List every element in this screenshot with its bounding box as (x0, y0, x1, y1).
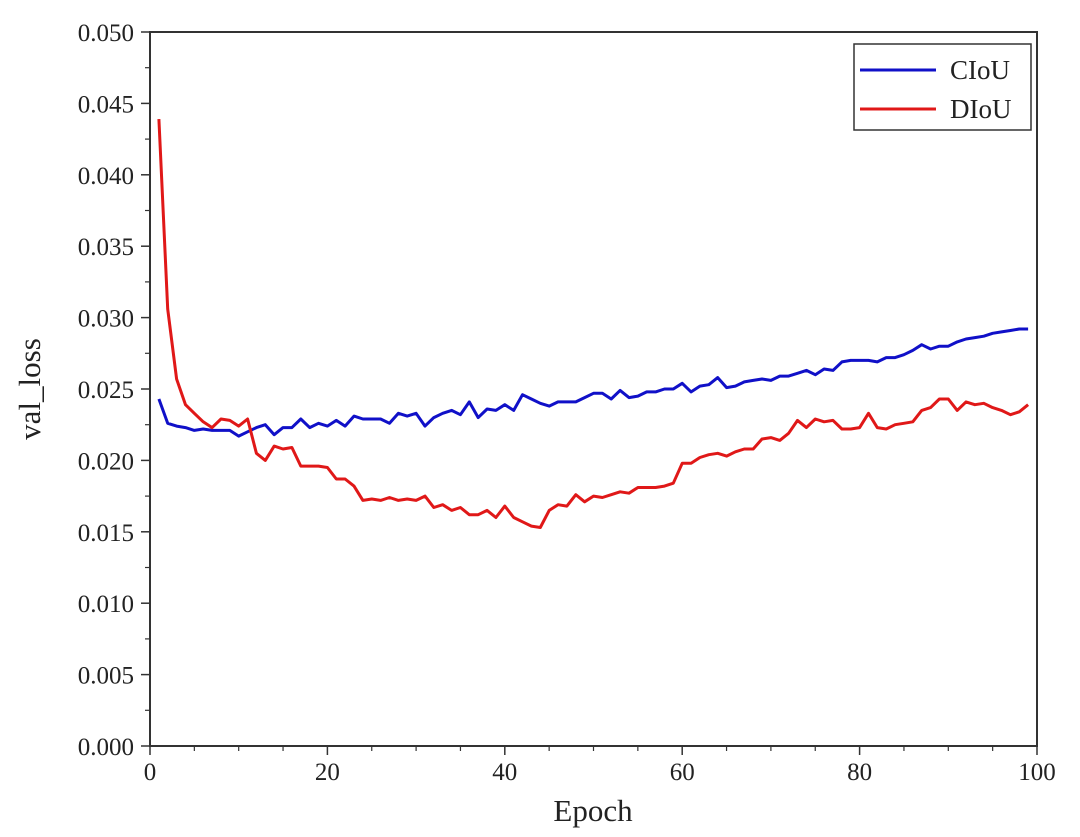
y-axis-ticks: 0.000 0.005 0.010 0.015 0.020 0.025 0.030 0.035… (78, 20, 150, 761)
x-tick-label: 20 (315, 759, 340, 786)
y-tick-label: 0.025 (78, 377, 134, 404)
y-tick-label: 0.020 (78, 448, 134, 475)
y-tick-label: 0.005 (78, 663, 134, 690)
legend: CIoU DIoU (853, 43, 1032, 131)
series-line-diou (157, 119, 1030, 529)
series-line-ciou (157, 327, 1029, 438)
x-tick-label: 80 (847, 759, 872, 786)
y-tick-label: 0.000 (78, 734, 134, 761)
y-tick-label: 0.045 (78, 91, 134, 118)
x-tick-label: 0 (144, 759, 157, 786)
plot-area (149, 31, 1038, 747)
y-tick-label: 0.030 (78, 306, 134, 333)
y-tick-label: 0.035 (78, 234, 134, 261)
series-lines (157, 119, 1030, 529)
x-tick-label: 40 (492, 759, 517, 786)
x-axis-title: Epoch (553, 793, 633, 828)
y-tick-label: 0.040 (78, 163, 134, 190)
legend-box (853, 43, 1032, 131)
x-axis-ticks: 0 20 40 60 80 100 (144, 746, 1056, 786)
y-axis-title: val_loss (12, 338, 47, 440)
y-tick-label: 0.010 (78, 591, 134, 618)
y-tick-label: 0.050 (78, 20, 134, 47)
x-tick-label: 100 (1018, 759, 1056, 786)
y-tick-label: 0.015 (78, 520, 134, 547)
legend-label-ciou: CIoU (950, 55, 1010, 85)
x-tick-label: 60 (670, 759, 695, 786)
legend-label-diou: DIoU (950, 94, 1012, 124)
